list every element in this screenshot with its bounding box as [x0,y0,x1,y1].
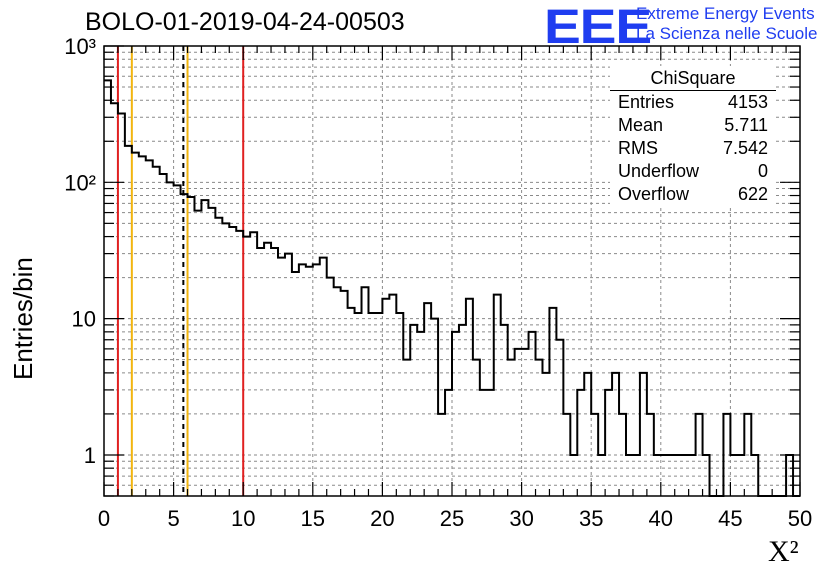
x-tick-label: 15 [301,506,325,531]
stats-title: ChiSquare [610,66,776,91]
stats-label: Underflow [618,161,700,181]
stats-row: Underflow 0 [610,160,776,183]
stats-row: Mean 5.711 [610,114,776,137]
logo-line-1: Extreme Energy Events [636,4,815,23]
stats-value: 7.542 [722,138,768,158]
eee-logo: EEE [544,1,652,54]
x-tick-label: 20 [370,506,394,531]
y-tick-labels: 1 10 10² 10³ [64,34,96,468]
stats-row: RMS 7.542 [610,137,776,160]
x-tick-label: 25 [440,506,464,531]
stats-row: Overflow 622 [610,183,776,206]
x-tick-label: 0 [98,506,110,531]
x-tick-label: 35 [579,506,603,531]
x-tick-label: 5 [167,506,179,531]
stats-value: 4153 [727,92,768,112]
x-tick-label: 50 [788,506,812,531]
stats-label: Entries [618,92,675,112]
x-tick-label: 40 [649,506,673,531]
axis-ticks [103,45,801,497]
stats-label: RMS [618,138,658,158]
y-tick-label: 10³ [64,34,96,59]
plot-title: BOLO-01-2019-04-24-00503 [85,8,405,36]
stats-value: 622 [737,184,768,204]
x-axis-label: X² [768,535,799,568]
stats-box: ChiSquare Entries 4153 Mean 5.711 RMS 7.542… [610,66,776,208]
stats-value: 0 [757,161,768,181]
logo-line-2: La Scienza nelle Scuole [636,24,818,43]
y-tick-label: 1 [84,443,96,468]
stats-label: Overflow [618,184,690,204]
stats-value: 5.711 [724,115,768,135]
x-tick-label: 10 [231,506,255,531]
y-tick-label: 10 [72,307,96,332]
x-tick-label: 30 [509,506,533,531]
y-tick-label: 10² [64,170,96,195]
reference-lines [116,46,245,496]
stats-label: Mean [618,115,664,135]
y-axis-label: Entries/bin [8,257,38,380]
stats-row: Entries 4153 [610,91,776,114]
histogram-outline [104,79,800,497]
x-tick-label: 45 [718,506,742,531]
x-tick-labels: 0 5 10 15 20 25 30 35 40 45 50 [98,506,812,531]
